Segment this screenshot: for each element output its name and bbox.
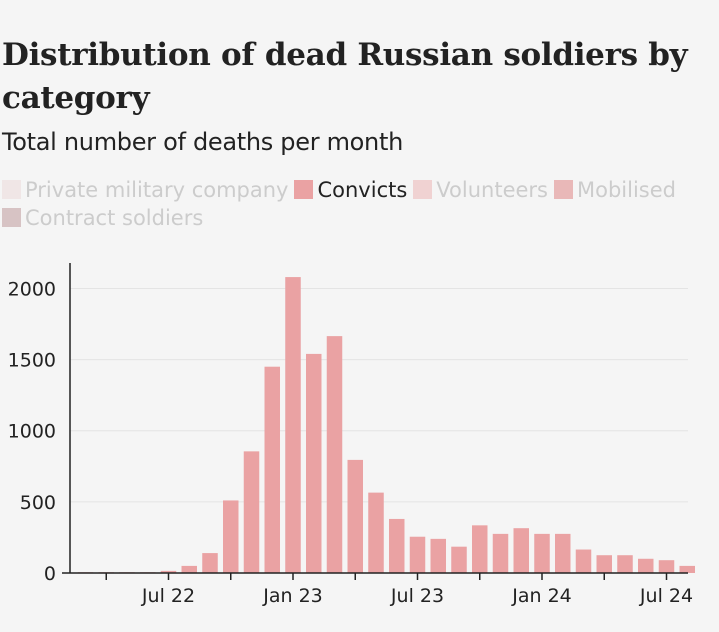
legend-label: Convicts [317, 178, 408, 202]
bar-oct-22 [223, 500, 239, 573]
y-tick-label: 1500 [8, 350, 56, 372]
bar-dec-22 [264, 366, 280, 573]
bar-mar-24 [575, 549, 592, 573]
y-tick-label: 2000 [8, 278, 56, 300]
legend-label: Private military company [25, 178, 289, 202]
legend-label: Volunteers [436, 178, 548, 202]
bar-jun-24 [638, 558, 654, 573]
legend-swatch [413, 180, 433, 199]
legend-swatch [2, 180, 21, 199]
bar-may-24 [617, 555, 633, 573]
legend-item-private-military-company[interactable]: Private military company [2, 176, 288, 204]
bar-oct-23 [472, 525, 488, 573]
bar-jul-22 [160, 570, 177, 573]
legend-label: Mobilised [576, 178, 676, 202]
legend-item-mobilised[interactable]: Mobilised [553, 176, 676, 204]
bar-nov-23 [492, 533, 509, 573]
bar-apr-23 [347, 459, 363, 573]
legend-item-volunteers[interactable]: Volunteers [413, 176, 548, 204]
bar-feb-24 [555, 533, 571, 573]
bar-dec-23 [513, 528, 529, 573]
x-tick-label: Jan 24 [511, 585, 572, 607]
x-tick-label: Jul 22 [141, 585, 195, 607]
chart-subtitle: Total number of deaths per month [2, 128, 403, 156]
bar-jul-23 [409, 536, 426, 573]
legend-swatch [294, 180, 314, 199]
legend-item-convicts[interactable]: Convicts [294, 176, 407, 204]
legend-swatch [553, 180, 573, 199]
chart-title: Distribution of dead Russian soldiers by… [2, 37, 688, 116]
bar-jun-23 [389, 518, 405, 573]
bar-apr-24 [596, 555, 612, 573]
bar-mar-23 [326, 336, 343, 573]
bar-aug-22 [181, 565, 197, 573]
x-tick-label: Jul 23 [390, 585, 444, 607]
bar-chart: 0 500 1000 1500 2000 Jul 22 Jan 23 Jul 23 Jan 24… [8, 263, 695, 607]
x-tick-label: Jan 23 [262, 585, 323, 607]
bar-aug-24 [679, 565, 695, 573]
legend-swatch [2, 208, 21, 227]
bar-jan-23 [285, 277, 301, 573]
legend-item-contract-soldiers[interactable]: Contract soldiers [2, 204, 203, 232]
bar-sep-23 [451, 546, 467, 573]
legend: Private military company Convicts Voluntee… [2, 176, 702, 232]
bar-may-23 [368, 492, 384, 573]
y-tick-label: 1000 [8, 421, 56, 443]
bar-sep-22 [202, 553, 218, 573]
y-tick-label: 500 [20, 492, 56, 514]
y-tick-label: 0 [44, 563, 56, 585]
bar-jul-24 [658, 560, 675, 573]
bar-feb-23 [306, 353, 322, 573]
legend-label: Contract soldiers [25, 206, 204, 230]
bar-aug-23 [430, 538, 446, 573]
x-tick-label: Jul 24 [639, 585, 693, 607]
bar-nov-22 [243, 451, 260, 573]
bar-jan-24 [534, 533, 550, 573]
